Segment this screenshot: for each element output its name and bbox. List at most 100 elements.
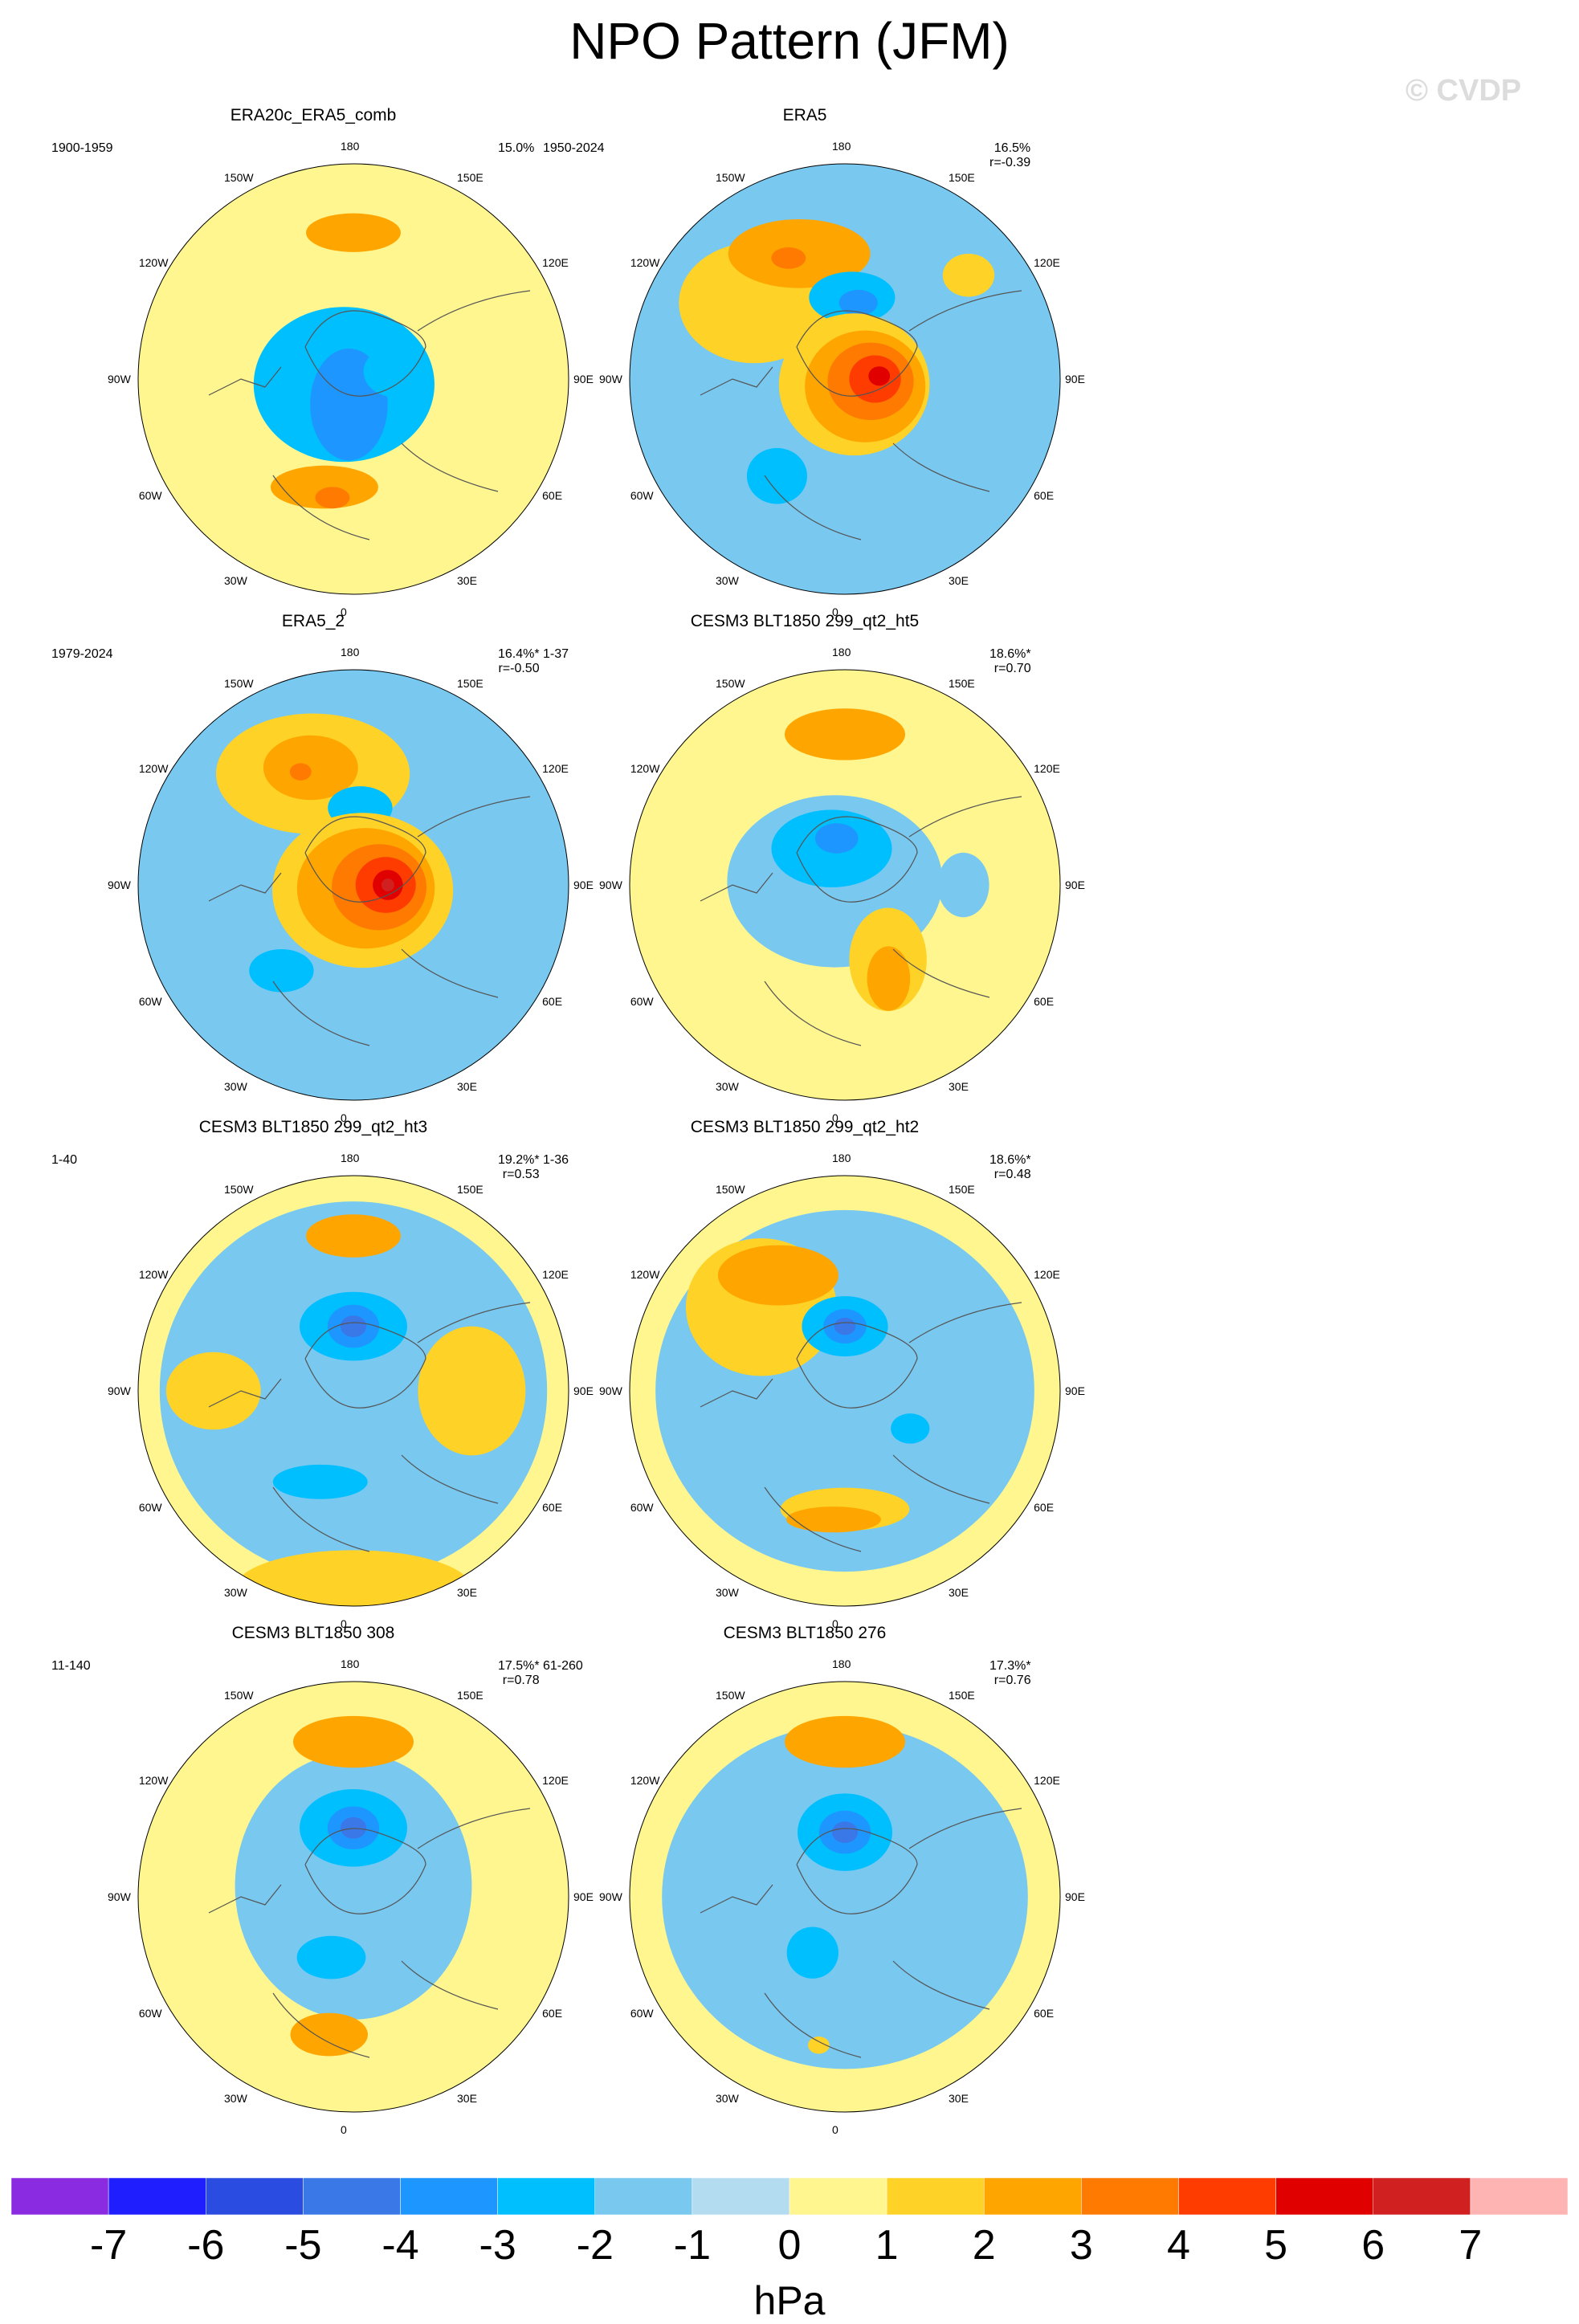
colorbar-swatch — [206, 2178, 304, 2215]
longitude-label: 30W — [716, 1586, 739, 1600]
longitude-label: 90W — [599, 1890, 622, 1903]
positive-anomaly-contour — [717, 1245, 838, 1306]
pattern-correlation: r=0.70 — [994, 662, 1031, 675]
longitude-label: 30W — [716, 2092, 739, 2106]
negative-anomaly-contour — [786, 1926, 838, 1979]
map-panel: CESM3 BLT1850 308 11-140 17.5%* r=0.78 180 15… — [16, 1624, 787, 2136]
positive-anomaly-contour — [235, 1550, 472, 1606]
colorbar-tick-label: -2 — [576, 2222, 614, 2269]
positive-anomaly-contour — [165, 1352, 261, 1430]
longitude-label: 150E — [457, 1182, 483, 1196]
colorbar-swatch — [108, 2178, 206, 2215]
longitude-label: 0 — [832, 1617, 838, 1630]
longitude-label: 30E — [949, 1080, 969, 1094]
longitude-label: 60W — [630, 489, 654, 502]
longitude-label: 0 — [832, 2123, 838, 2136]
explained-variance: 18.6%* — [989, 1153, 1031, 1167]
explained-variance: 15.0% — [498, 141, 535, 155]
longitude-label: 30W — [224, 1586, 247, 1600]
panel-stats: 18.6%* r=0.70 — [989, 647, 1031, 676]
colorbar-swatch — [692, 2178, 790, 2215]
pattern-correlation: r=-0.39 — [989, 156, 1031, 169]
panel-stats: 16.4%* r=-0.50 — [498, 647, 540, 676]
longitude-label: 30W — [716, 574, 739, 588]
map-fill — [630, 670, 1060, 1100]
longitude-label: 30E — [457, 574, 477, 588]
longitude-label: 60E — [542, 2007, 563, 2020]
polar-map — [629, 669, 1061, 1101]
negative-anomaly-contour — [296, 1935, 366, 1979]
longitude-label: 120E — [1034, 1774, 1060, 1787]
map-boundary — [137, 669, 569, 1101]
negative-anomaly-contour — [235, 1752, 472, 2020]
negative-anomaly-contour — [363, 345, 428, 398]
longitude-label: 150W — [716, 1182, 745, 1196]
map-boundary — [629, 1175, 1061, 1607]
pattern-correlation: r=-0.50 — [498, 662, 540, 675]
map-fill — [630, 1176, 1060, 1606]
longitude-label: 150W — [224, 170, 254, 184]
coastline — [700, 1302, 1022, 1552]
map-fill — [138, 164, 569, 594]
longitude-label: 30E — [949, 574, 969, 588]
longitude-label: 150W — [224, 1688, 254, 1702]
negative-anomaly-contour — [272, 1464, 368, 1499]
negative-anomaly-contour — [834, 1317, 856, 1335]
polar-map — [137, 1175, 569, 1607]
longitude-label: 150E — [457, 170, 483, 184]
panel-stats: 19.2%* r=0.53 — [498, 1153, 540, 1182]
panel-title: ERA20c_ERA5_comb — [230, 106, 397, 124]
longitude-label: 150E — [949, 1688, 975, 1702]
longitude-label: 150E — [457, 676, 483, 690]
longitude-label: 60E — [542, 995, 563, 1008]
map-panel: CESM3 BLT1850 299_qt2_ht3 1-40 19.2%* r=0.5… — [16, 1118, 787, 1630]
longitude-label: 90W — [599, 1384, 622, 1397]
explained-variance: 18.6%* — [989, 647, 1031, 661]
polar-map — [629, 163, 1061, 595]
longitude-label: 180 — [832, 646, 851, 658]
explained-variance: 16.5% — [994, 141, 1031, 155]
explained-variance: 16.4%* — [498, 647, 540, 661]
colorbar-tick-label: 4 — [1167, 2222, 1190, 2269]
coastline — [208, 796, 531, 1046]
positive-anomaly-contour — [808, 2037, 830, 2054]
coastline — [700, 796, 1022, 1046]
longitude-label: 150W — [716, 170, 745, 184]
panel-title: ERA5 — [782, 106, 827, 124]
map-panel: ERA20c_ERA5_comb 1900-1959 15.0% 180 150E 120… — [16, 106, 787, 618]
colorbar-tick-label: 1 — [875, 2222, 899, 2269]
longitude-label: 0 — [341, 1111, 347, 1124]
positive-anomaly-contour — [306, 1214, 401, 1258]
panel-period: 11-140 — [51, 1659, 91, 1673]
pattern-correlation: r=0.76 — [994, 1674, 1031, 1687]
map-boundary — [137, 1681, 569, 2113]
colorbar-swatch — [1081, 2178, 1179, 2215]
colorbar-swatch — [400, 2178, 498, 2215]
panel-period: 61-260 — [543, 1659, 583, 1673]
colorbar-tick-label: 2 — [972, 2222, 996, 2269]
coastline — [208, 1808, 531, 2058]
explained-variance: 19.2%* — [498, 1153, 540, 1167]
longitude-label: 150W — [716, 676, 745, 690]
panel-period: 1-40 — [51, 1153, 78, 1167]
longitude-label: 0 — [832, 1111, 838, 1124]
polar-map — [137, 669, 569, 1101]
panel-title: CESM3 BLT1850 299_qt2_ht5 — [690, 612, 920, 630]
map-boundary — [629, 1681, 1061, 2113]
map-fill — [138, 670, 569, 1100]
figure-title: NPO Pattern (JFM) — [569, 12, 1010, 70]
longitude-label: 120E — [1034, 762, 1060, 775]
longitude-label: 120W — [138, 762, 169, 775]
negative-anomaly-contour — [340, 1315, 367, 1337]
positive-anomaly-contour — [290, 2012, 368, 2057]
longitude-label: 120W — [630, 1268, 660, 1281]
longitude-label: 60E — [1034, 2007, 1055, 2020]
map-panel: ERA5_2 1979-2024 16.4%* r=-0.50 180 150E 120E 9… — [16, 612, 787, 1124]
longitude-label: 90W — [108, 1890, 131, 1903]
negative-anomaly-contour — [891, 1413, 930, 1444]
longitude-label: 120E — [1034, 1268, 1060, 1281]
longitude-label: 180 — [341, 1657, 360, 1670]
coastline — [700, 1808, 1022, 2058]
colorbar-swatch — [594, 2178, 693, 2215]
polar-map — [629, 1681, 1061, 2113]
